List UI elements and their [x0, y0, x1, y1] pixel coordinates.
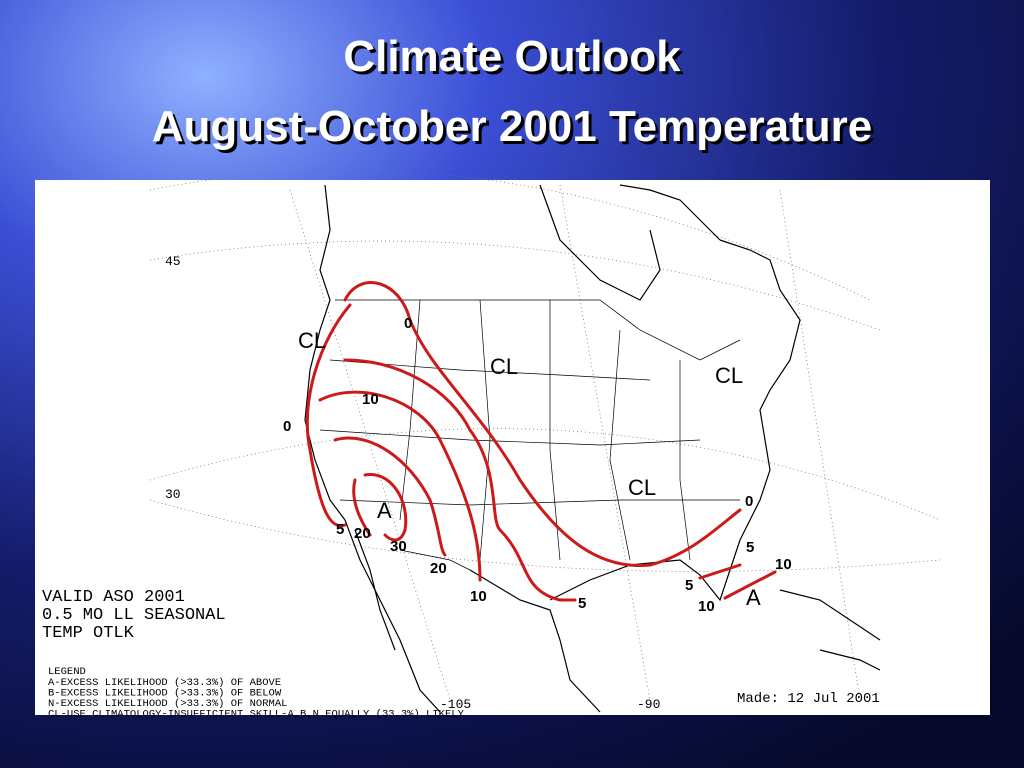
coastline: [304, 184, 881, 713]
contour-label: 10: [470, 588, 487, 605]
grid-label: -105: [440, 697, 471, 712]
valid-text: 0.5 MO LL SEASONAL: [42, 606, 226, 625]
borders: [319, 299, 741, 571]
map: 45 30 -105 -90 CL 0 CL CL 10 0 CL 0 A 5 20 30 5 10 20 5 10 5 A…: [35, 170, 990, 721]
subtitle: August-October 2001 Temperature: [152, 102, 872, 151]
valid-text: VALID ASO 2001: [42, 588, 185, 607]
contour-label: CL: [490, 354, 518, 379]
contour-label: 5: [685, 577, 693, 594]
contour-label: 10: [775, 556, 792, 573]
title-shadow: Climate Outlook: [346, 35, 684, 84]
grid-label: 45: [165, 254, 181, 269]
contour-label: A: [377, 498, 392, 523]
made-date: Made: 12 Jul 2001: [737, 691, 880, 707]
contour-label: 5: [746, 539, 754, 556]
contour-label: 30: [390, 538, 407, 555]
map-panel: [35, 180, 990, 715]
contour-label: 10: [698, 598, 715, 615]
contour-label: 20: [354, 525, 371, 542]
contour-label: CL: [298, 328, 326, 353]
legend-heading: LEGEND: [48, 666, 86, 678]
contour-label: 0: [283, 418, 291, 435]
contour-label: 5: [336, 521, 344, 538]
grid-label: 30: [165, 487, 181, 502]
subtitle-shadow: August-October 2001 Temperature: [155, 105, 875, 154]
contour-label: CL: [715, 363, 743, 388]
legend-item: A-EXCESS LIKELIHOOD (>33.3%) OF ABOVE: [48, 677, 281, 689]
legend-item: N-EXCESS LIKELIHOOD (>33.3%) OF NORMAL: [48, 698, 287, 710]
legend-item: CL-USE CLIMATOLOGY-INSUFFICIENT SKILL-A,…: [48, 709, 465, 721]
contours: [305, 281, 777, 602]
contour-label: A: [746, 585, 761, 610]
legend-item: B-EXCESS LIKELIHOOD (>33.3%) OF BELOW: [48, 688, 282, 700]
contour-label: 0: [404, 315, 412, 332]
valid-text: TEMP OTLK: [42, 624, 135, 643]
title: Climate Outlook: [343, 32, 681, 81]
contour-label: 5: [578, 595, 586, 612]
contour-label: CL: [628, 475, 656, 500]
contour-label: 10: [362, 391, 379, 408]
contour-label: 20: [430, 560, 447, 577]
grid-label: -90: [637, 697, 660, 712]
contour-label: 0: [745, 493, 753, 510]
graticule: [149, 170, 941, 701]
